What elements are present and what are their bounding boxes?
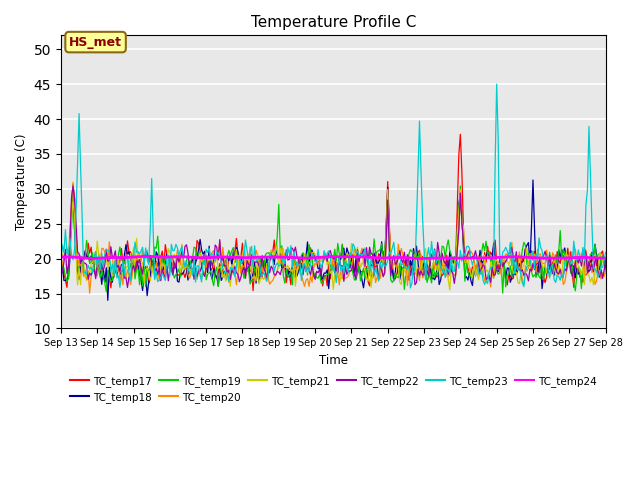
TC_temp20 (388, 264, 396, 270)
TC_temp20 (371, 264, 378, 270)
TC_temp17 (369, 275, 376, 280)
TC_temp18 (602, 266, 609, 272)
TC_temp24 (538, 255, 546, 261)
TC_temp21 (159, 262, 166, 268)
TC_temp18 (387, 270, 395, 276)
TC_temp17 (538, 274, 546, 280)
TC_temp24 (417, 256, 425, 262)
TC_temp22 (57, 262, 65, 268)
Line: TC_temp23: TC_temp23 (61, 84, 605, 288)
TC_temp21 (387, 263, 395, 268)
TC_temp18 (369, 263, 376, 268)
TC_temp21 (538, 262, 546, 268)
TC_temp24 (57, 254, 65, 260)
TC_temp17 (159, 248, 166, 254)
TC_temp20 (86, 290, 93, 296)
TC_temp23 (72, 209, 80, 215)
TC_temp19 (159, 255, 166, 261)
TC_temp17 (387, 261, 395, 266)
TC_temp21 (367, 285, 375, 290)
TC_temp24 (369, 255, 376, 261)
TC_temp22 (401, 250, 408, 255)
TC_temp20 (57, 262, 65, 267)
Line: TC_temp18: TC_temp18 (61, 180, 605, 300)
TC_temp18 (529, 177, 537, 183)
Y-axis label: Temperature (C): Temperature (C) (15, 133, 28, 230)
TC_temp21 (446, 287, 454, 293)
TC_temp22 (538, 255, 546, 261)
TC_temp17 (57, 263, 65, 269)
TC_temp19 (385, 242, 393, 248)
TC_temp23 (385, 250, 393, 255)
TC_temp20 (602, 268, 609, 274)
TC_temp21 (602, 258, 609, 264)
TC_temp18 (104, 298, 111, 303)
Line: TC_temp22: TC_temp22 (61, 186, 605, 288)
TC_temp22 (124, 285, 131, 290)
TC_temp18 (399, 267, 406, 273)
Line: TC_temp19: TC_temp19 (61, 186, 605, 293)
Line: TC_temp24: TC_temp24 (61, 256, 605, 259)
TC_temp20 (401, 266, 408, 272)
TC_temp24 (602, 255, 609, 261)
TC_temp23 (397, 263, 405, 268)
TC_temp20 (74, 254, 81, 260)
Text: HS_met: HS_met (69, 36, 122, 48)
TC_temp23 (159, 271, 166, 276)
Legend: TC_temp17, TC_temp18, TC_temp19, TC_temp20, TC_temp21, TC_temp22, TC_temp23, TC_: TC_temp17, TC_temp18, TC_temp19, TC_temp… (66, 372, 601, 407)
TC_temp21 (384, 186, 392, 192)
TC_temp20 (538, 260, 546, 266)
TC_temp17 (72, 247, 80, 252)
TC_temp23 (602, 250, 609, 255)
TC_temp24 (143, 253, 151, 259)
Line: TC_temp17: TC_temp17 (61, 134, 605, 290)
TC_temp18 (160, 265, 168, 271)
TC_temp17 (399, 271, 406, 276)
TC_temp23 (57, 257, 65, 263)
TC_temp22 (69, 183, 77, 189)
TC_temp19 (72, 242, 80, 248)
TC_temp24 (399, 255, 406, 261)
TC_temp19 (602, 267, 609, 273)
TC_temp18 (72, 251, 80, 257)
TC_temp19 (57, 274, 65, 279)
TC_temp19 (499, 290, 506, 296)
Line: TC_temp20: TC_temp20 (61, 182, 605, 293)
TC_temp22 (371, 272, 378, 278)
TC_temp20 (69, 180, 77, 185)
TC_temp17 (602, 256, 609, 262)
TC_temp21 (399, 267, 406, 273)
TC_temp24 (387, 255, 395, 261)
TC_temp19 (367, 257, 375, 263)
TC_temp22 (602, 258, 609, 264)
TC_temp21 (57, 256, 65, 262)
TC_temp23 (538, 248, 546, 253)
TC_temp17 (249, 288, 257, 293)
X-axis label: Time: Time (319, 354, 348, 367)
TC_temp23 (493, 81, 500, 87)
TC_temp19 (456, 183, 464, 189)
TC_temp22 (74, 249, 81, 255)
TC_temp20 (161, 263, 169, 269)
TC_temp24 (160, 254, 168, 260)
TC_temp19 (397, 272, 405, 278)
Title: Temperature Profile C: Temperature Profile C (251, 15, 416, 30)
TC_temp18 (538, 286, 546, 291)
Line: TC_temp21: TC_temp21 (61, 189, 605, 290)
TC_temp17 (456, 132, 464, 137)
TC_temp23 (367, 257, 375, 263)
TC_temp22 (388, 258, 396, 264)
TC_temp19 (538, 263, 546, 268)
TC_temp24 (72, 254, 80, 260)
TC_temp23 (406, 285, 414, 291)
TC_temp22 (161, 276, 169, 282)
TC_temp18 (57, 258, 65, 264)
TC_temp21 (72, 251, 80, 256)
